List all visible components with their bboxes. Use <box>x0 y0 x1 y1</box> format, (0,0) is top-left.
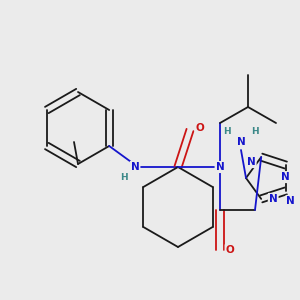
Text: N: N <box>130 162 140 172</box>
Text: H: H <box>223 128 231 136</box>
Text: O: O <box>196 123 204 133</box>
Text: H: H <box>251 128 259 136</box>
Text: N: N <box>247 157 256 167</box>
Text: N: N <box>216 162 224 172</box>
Text: N: N <box>281 172 290 182</box>
Text: N: N <box>286 196 295 206</box>
Text: O: O <box>226 245 234 255</box>
Text: N: N <box>269 194 278 204</box>
Text: H: H <box>120 172 128 182</box>
Text: N: N <box>237 137 245 147</box>
